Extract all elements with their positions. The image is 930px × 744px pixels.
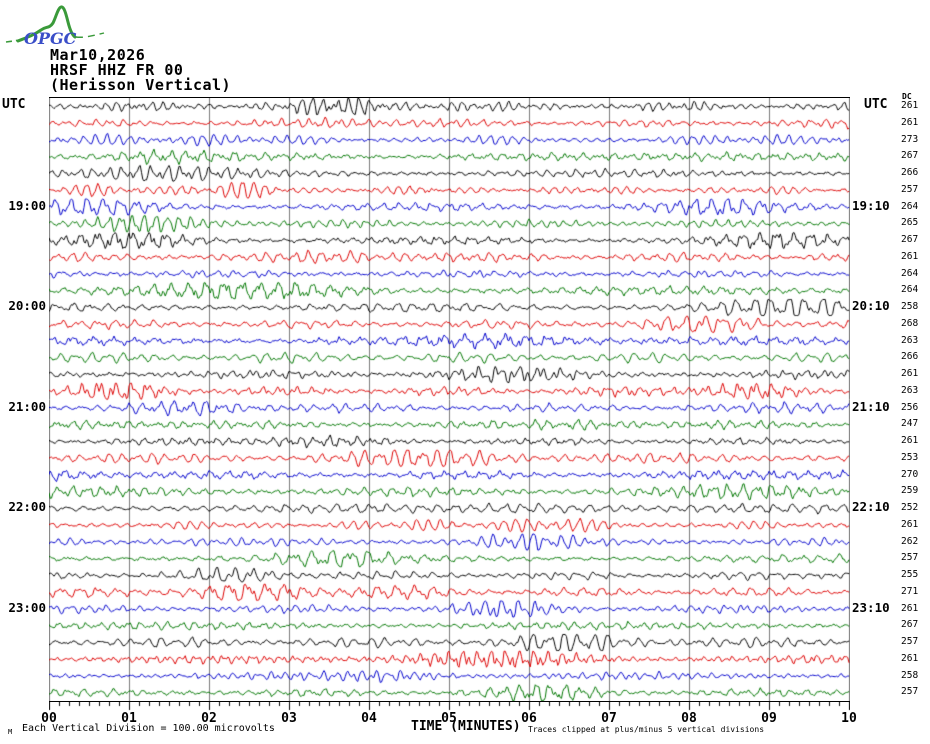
- left-time-label: 21:00: [8, 398, 46, 414]
- dc-value: 261: [901, 368, 919, 379]
- dc-value: 261: [901, 652, 919, 664]
- dc-value: 261: [901, 518, 919, 530]
- header-date: Mar10,2026: [50, 46, 146, 64]
- header-channel: HRSF HHZ FR 00: [50, 61, 184, 79]
- dc-value: 261: [901, 100, 919, 111]
- x-tick-label: 02: [201, 711, 217, 726]
- dc-value: 256: [901, 401, 919, 413]
- dc-value: 261: [901, 435, 919, 446]
- dc-value: 270: [901, 468, 919, 480]
- logo-dash-right: [75, 32, 105, 38]
- logo-text: OPGC: [24, 29, 77, 48]
- x-tick-label: 04: [361, 711, 377, 726]
- dc-value: 258: [901, 669, 919, 681]
- dc-value: 263: [901, 334, 919, 346]
- dc-value: 268: [901, 317, 919, 329]
- seismogram-traces-canvas: [49, 98, 850, 701]
- x-tick-label: 05: [441, 711, 457, 726]
- dc-value: 257: [901, 636, 919, 647]
- dc-value: 264: [901, 267, 919, 279]
- dc-value: 267: [901, 150, 919, 162]
- right-time-label: 22:10: [852, 499, 890, 514]
- dc-value: 247: [901, 418, 919, 430]
- dc-value: 255: [901, 569, 919, 580]
- dc-value: 257: [901, 552, 919, 564]
- right-time-label: 23:10: [852, 599, 890, 615]
- dc-value: 266: [901, 167, 919, 178]
- right-time-label: 20:10: [852, 298, 890, 313]
- scale-marker-glyph: M: [8, 728, 13, 736]
- dc-value: 267: [901, 234, 919, 245]
- right-time-label: 21:10: [852, 398, 890, 414]
- dc-value: 261: [901, 602, 919, 614]
- utc-label-right: UTC: [864, 97, 888, 112]
- dc-value: 266: [901, 351, 919, 363]
- utc-label-left: UTC: [2, 97, 26, 112]
- x-tick-label: 00: [41, 711, 57, 726]
- dc-value: 263: [901, 384, 919, 396]
- trace-plot-area: [49, 97, 850, 702]
- dc-value: 253: [901, 451, 919, 463]
- dc-value: 258: [901, 301, 919, 312]
- dc-value: 262: [901, 535, 919, 547]
- dc-value: 257: [901, 686, 919, 698]
- x-tick-label: 06: [521, 711, 537, 726]
- opgc-logo: OPGC: [5, 5, 105, 48]
- x-tick-label: 08: [681, 711, 697, 726]
- dc-column-header: DC: [902, 92, 912, 101]
- dc-value: 252: [901, 502, 919, 513]
- dc-value: 261: [901, 250, 919, 262]
- left-time-label: 20:00: [8, 298, 46, 313]
- clipping-note: Traces clipped at plus/minus 5 vertical …: [528, 725, 765, 734]
- vertical-scale-note: Each Vertical Division = 100.00 microvol…: [22, 723, 275, 734]
- x-axis-title: TIME (MINUTES): [411, 719, 521, 734]
- dc-value: 264: [901, 284, 919, 296]
- dc-value: 273: [901, 133, 919, 145]
- left-time-label: 22:00: [8, 499, 46, 514]
- x-tick-label: 09: [761, 711, 777, 726]
- x-tick-label: 10: [841, 711, 857, 726]
- dc-value: 259: [901, 485, 919, 497]
- dc-value: 271: [901, 585, 919, 597]
- x-axis-ticks-canvas: [49, 701, 850, 713]
- dc-value: 261: [901, 116, 919, 128]
- x-tick-label: 01: [121, 711, 137, 726]
- right-time-label: 19:10: [852, 197, 890, 213]
- left-time-label: 23:00: [8, 599, 46, 615]
- header-station: (Herisson Vertical): [50, 76, 232, 94]
- dc-value: 267: [901, 619, 919, 631]
- left-time-label: 19:00: [8, 197, 46, 213]
- x-tick-label: 07: [601, 711, 617, 726]
- dc-value: 264: [901, 200, 919, 212]
- dc-value: 265: [901, 217, 919, 229]
- dc-value: 257: [901, 183, 919, 195]
- x-tick-label: 03: [281, 711, 297, 726]
- logo-curve: [16, 5, 77, 43]
